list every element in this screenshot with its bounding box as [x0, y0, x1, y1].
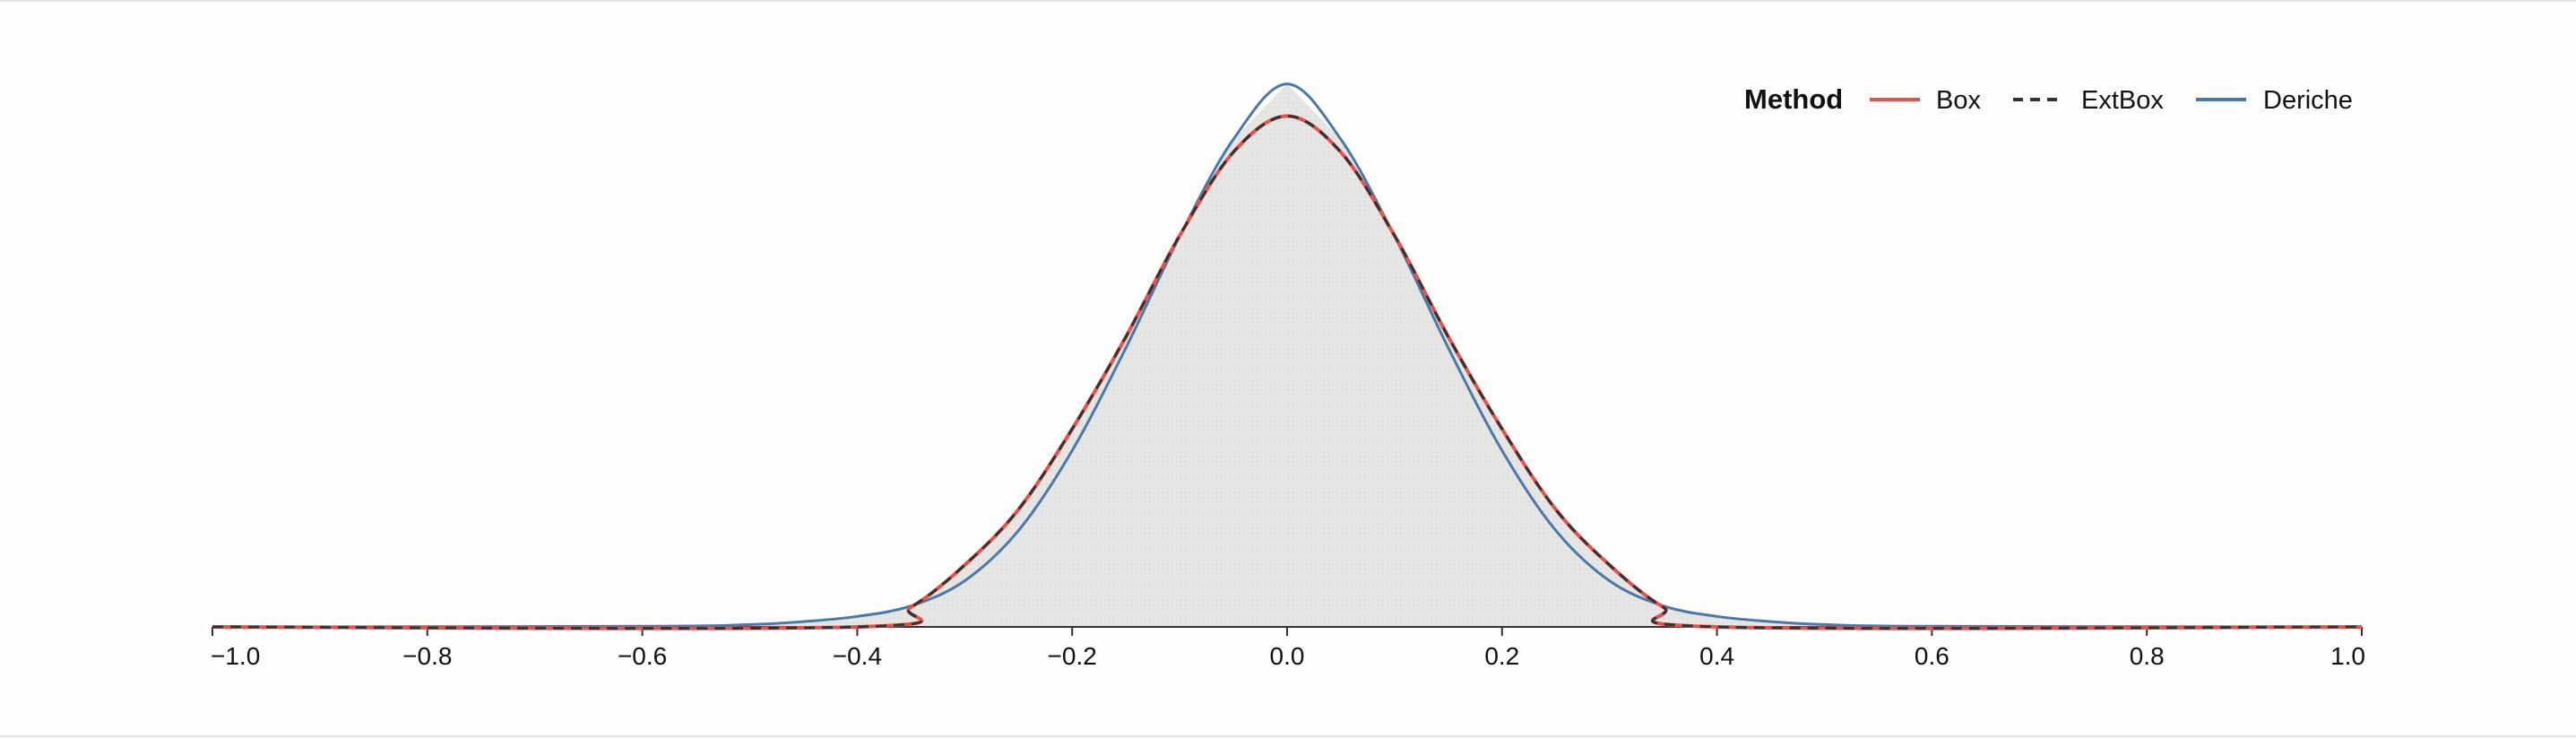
series-lines: [212, 83, 2363, 630]
area-fill: [212, 83, 2362, 628]
x-tick-label: −0.4: [833, 642, 882, 670]
x-tick-label: 0.4: [1699, 642, 1734, 670]
x-tick-label: −0.8: [402, 642, 452, 670]
series-line-extbox: [212, 114, 2363, 630]
x-tick-label: 0.6: [1915, 642, 1949, 670]
legend: Method Box ExtBox Deriche: [1744, 83, 2353, 115]
legend-label-box: Box: [1936, 86, 1981, 115]
legend-label-extbox: ExtBox: [2081, 86, 2164, 115]
x-tick-label: −0.2: [1048, 642, 1097, 670]
x-tick-label: 0.8: [2130, 642, 2165, 670]
x-axis: −1.0 −0.8 −0.6 −0.4 −0.2 0.0 0.2 0.4 0.6 0.8 1.0: [211, 626, 2365, 670]
x-tick-label: 0.0: [1270, 642, 1305, 670]
legend-title: Method: [1744, 83, 1843, 115]
area-fill-layer: [212, 83, 2362, 628]
x-tick-label: 0.2: [1484, 642, 1519, 670]
x-tick-label: −1.0: [211, 642, 260, 670]
series-line-deriche: [212, 83, 2363, 629]
x-tick-label: −0.6: [618, 642, 667, 670]
x-tick-label: 1.0: [2330, 642, 2365, 670]
legend-label-deriche: Deriche: [2263, 86, 2353, 115]
